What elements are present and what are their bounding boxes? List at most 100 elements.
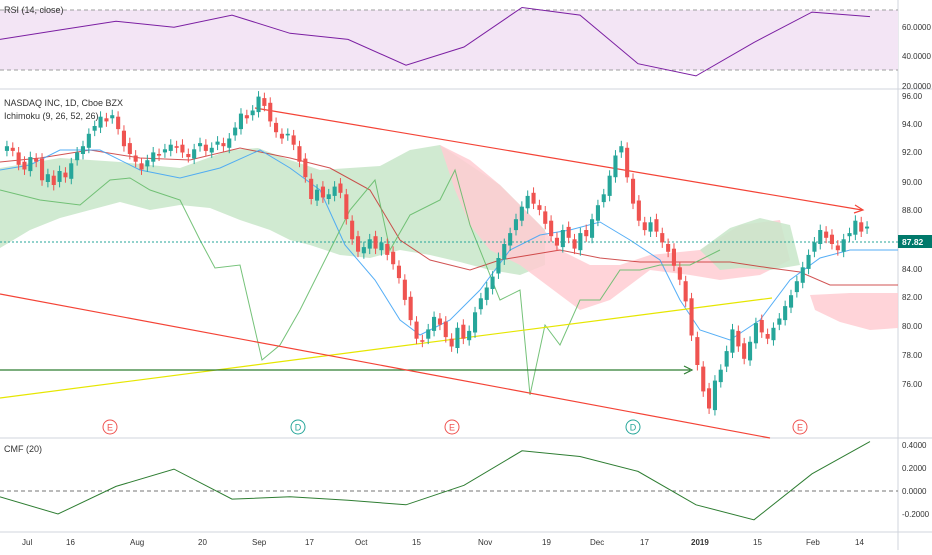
candle-up xyxy=(256,96,261,113)
candle-up xyxy=(45,174,50,182)
candle-down xyxy=(303,158,308,178)
chikou-line xyxy=(0,168,721,396)
candle-up xyxy=(613,155,618,178)
candle-down xyxy=(677,267,682,280)
candle-down xyxy=(549,220,554,237)
candle-down xyxy=(133,155,138,162)
earnings-marker[interactable]: E xyxy=(102,419,118,435)
cloud-bearish-b xyxy=(810,293,898,330)
cloud-bullish-b xyxy=(700,218,800,270)
ichimoku-label: Ichimoku (9, 26, 52, 26) xyxy=(4,111,99,121)
earnings-marker[interactable]: E xyxy=(444,419,460,435)
candle-up xyxy=(783,306,788,321)
candle-down xyxy=(262,98,267,106)
candle-down xyxy=(139,163,144,170)
candle-down xyxy=(642,222,647,231)
candle-up xyxy=(168,144,173,151)
candle-up xyxy=(601,194,606,203)
rsi-tick-40: 40.0000 xyxy=(902,52,931,61)
rsi-panel: RSI (14, close) 60.0000 40.0000 20.0000 xyxy=(0,5,931,91)
cmf-tick: 0.0000 xyxy=(902,487,927,496)
cmf-panel: CMF (20) 0.4000 0.2000 0.0000 -0.2000 xyxy=(0,441,930,521)
rsi-line xyxy=(0,6,871,77)
time-tick: Sep xyxy=(252,538,267,547)
upper-trendline xyxy=(254,107,863,211)
candle-up xyxy=(508,233,513,246)
candle-down xyxy=(51,175,56,185)
rsi-band xyxy=(0,10,898,70)
candle-down xyxy=(543,211,548,224)
svg-text:D: D xyxy=(630,423,637,433)
candle-down xyxy=(104,118,109,122)
candle-up xyxy=(467,330,472,341)
event-markers: E D E D E xyxy=(102,419,808,435)
tenkan-line xyxy=(0,149,898,341)
time-tick: 19 xyxy=(542,538,551,547)
time-tick: 17 xyxy=(305,538,314,547)
cmf-tick: 0.2000 xyxy=(902,464,927,473)
candle-up xyxy=(607,175,612,196)
candle-up xyxy=(595,205,600,221)
cloud-bearish-a xyxy=(440,145,790,310)
candle-up xyxy=(75,152,80,161)
last-price-label: 87.82 xyxy=(898,235,932,248)
price-tick: 88.00 xyxy=(902,206,923,215)
candle-down xyxy=(408,296,413,321)
candle-down xyxy=(22,161,27,170)
price-tick: 92.00 xyxy=(902,148,923,157)
candle-up xyxy=(28,157,33,172)
candle-up xyxy=(326,194,331,199)
candle-up xyxy=(4,146,9,151)
candle-down xyxy=(736,330,741,347)
candle-up xyxy=(92,126,97,131)
candle-down xyxy=(396,265,401,279)
time-axis: Jul 16 Aug 20 Sep 17 Oct 15 Nov 19 Dec 1… xyxy=(22,538,864,547)
candle-down xyxy=(695,337,700,365)
rsi-tick-60: 60.0000 xyxy=(902,23,931,32)
svg-text:E: E xyxy=(797,423,803,433)
candle-up xyxy=(69,163,74,179)
upper-trendline-arrow xyxy=(853,204,865,214)
price-tick: 94.00 xyxy=(902,120,923,129)
time-tick: Nov xyxy=(478,538,492,547)
candle-down xyxy=(121,130,126,147)
candle-up xyxy=(285,133,290,136)
candle-down xyxy=(414,321,419,339)
time-tick: 15 xyxy=(412,538,421,547)
candle-down xyxy=(824,231,829,238)
dividend-marker[interactable]: D xyxy=(290,419,306,435)
price-tick: 76.00 xyxy=(902,380,923,389)
candle-down xyxy=(350,220,355,240)
candle-up xyxy=(473,312,478,333)
candle-down xyxy=(636,200,641,221)
candle-up xyxy=(57,171,62,182)
candle-up xyxy=(86,133,91,148)
candle-up xyxy=(98,116,103,128)
candle-down xyxy=(63,172,68,178)
candle-up xyxy=(771,327,776,341)
candle-down xyxy=(127,143,132,154)
candle-down xyxy=(683,281,688,302)
candle-down xyxy=(437,318,442,325)
candle-up xyxy=(80,146,85,154)
candle-up xyxy=(496,258,501,274)
candle-down xyxy=(584,230,589,237)
candle-down xyxy=(654,219,659,232)
candles xyxy=(4,91,870,416)
candle-down xyxy=(707,388,712,409)
candle-up xyxy=(426,329,431,339)
time-tick: 16 xyxy=(66,538,75,547)
cmf-line xyxy=(0,441,871,521)
cmf-title: CMF (20) xyxy=(4,444,42,454)
candle-up xyxy=(724,351,729,367)
candle-down xyxy=(554,237,559,246)
earnings-marker[interactable]: E xyxy=(792,419,808,435)
candle-down xyxy=(765,334,770,339)
candle-down xyxy=(742,343,747,359)
candle-up xyxy=(818,230,823,244)
dividend-marker[interactable]: D xyxy=(625,419,641,435)
candle-up xyxy=(812,242,817,252)
